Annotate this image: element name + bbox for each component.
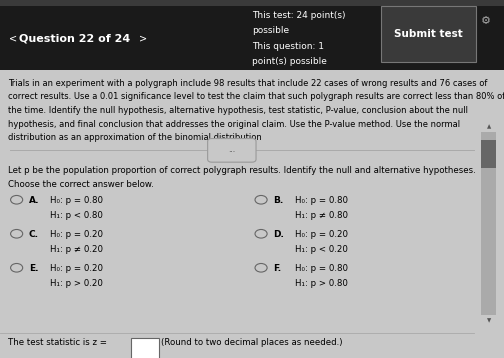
Text: H₁: p > 0.80: H₁: p > 0.80 xyxy=(295,279,348,288)
Text: Let p be the population proportion of correct polygraph results. Identify the nu: Let p be the population proportion of co… xyxy=(8,166,475,175)
Text: H₀: p = 0.80: H₀: p = 0.80 xyxy=(295,196,348,205)
Text: <: < xyxy=(9,34,17,43)
FancyBboxPatch shape xyxy=(0,0,504,70)
Text: point(s) possible: point(s) possible xyxy=(252,57,327,66)
Text: H₁: p ≠ 0.80: H₁: p ≠ 0.80 xyxy=(295,211,348,220)
Text: H₁: p > 0.20: H₁: p > 0.20 xyxy=(50,279,103,288)
Text: H₀: p = 0.20: H₀: p = 0.20 xyxy=(295,230,348,239)
Text: the time. Identify the null hypothesis, alternative hypothesis, test statistic, : the time. Identify the null hypothesis, … xyxy=(8,106,468,115)
Text: hypothesis, and final conclusion that addresses the original claim. Use the P-va: hypothesis, and final conclusion that ad… xyxy=(8,120,460,129)
Text: The test statistic is z =: The test statistic is z = xyxy=(8,338,106,347)
Text: H₁: p < 0.80: H₁: p < 0.80 xyxy=(50,211,103,220)
Text: Choose the correct answer below.: Choose the correct answer below. xyxy=(8,180,153,189)
Text: This question: 1: This question: 1 xyxy=(252,42,324,50)
FancyBboxPatch shape xyxy=(131,338,159,358)
Text: B.: B. xyxy=(273,196,283,205)
FancyBboxPatch shape xyxy=(481,132,496,315)
Text: distribution as an approximation of the binomial distribution: distribution as an approximation of the … xyxy=(8,133,261,142)
Text: H₀: p = 0.80: H₀: p = 0.80 xyxy=(295,264,348,273)
Text: Submit test: Submit test xyxy=(394,29,463,39)
FancyBboxPatch shape xyxy=(0,0,504,6)
Text: >: > xyxy=(139,34,147,43)
Text: H₀: p = 0.20: H₀: p = 0.20 xyxy=(50,264,103,273)
Text: Trials in an experiment with a polygraph include 98 results that include 22 case: Trials in an experiment with a polygraph… xyxy=(8,79,487,88)
Text: F.: F. xyxy=(273,264,281,273)
Text: H₀: p = 0.80: H₀: p = 0.80 xyxy=(50,196,103,205)
Text: Question 22 of 24: Question 22 of 24 xyxy=(19,34,131,43)
Text: H₁: p ≠ 0.20: H₁: p ≠ 0.20 xyxy=(50,245,103,254)
Text: C.: C. xyxy=(29,230,39,239)
Text: H₀: p = 0.20: H₀: p = 0.20 xyxy=(50,230,103,239)
Text: H₁: p < 0.20: H₁: p < 0.20 xyxy=(295,245,348,254)
Text: E.: E. xyxy=(29,264,38,273)
Text: This test: 24 point(s): This test: 24 point(s) xyxy=(252,11,346,20)
Text: ...: ... xyxy=(228,145,235,154)
Text: possible: possible xyxy=(252,26,289,35)
FancyBboxPatch shape xyxy=(208,139,256,162)
Text: ▲: ▲ xyxy=(487,125,491,130)
Text: correct results. Use a 0.01 significance level to test the claim that such polyg: correct results. Use a 0.01 significance… xyxy=(8,92,504,101)
Text: A.: A. xyxy=(29,196,39,205)
FancyBboxPatch shape xyxy=(481,140,496,168)
Text: ⚙: ⚙ xyxy=(481,16,491,26)
FancyBboxPatch shape xyxy=(381,6,476,62)
Text: (Round to two decimal places as needed.): (Round to two decimal places as needed.) xyxy=(161,338,343,347)
Text: D.: D. xyxy=(273,230,284,239)
Text: ▼: ▼ xyxy=(487,318,491,323)
